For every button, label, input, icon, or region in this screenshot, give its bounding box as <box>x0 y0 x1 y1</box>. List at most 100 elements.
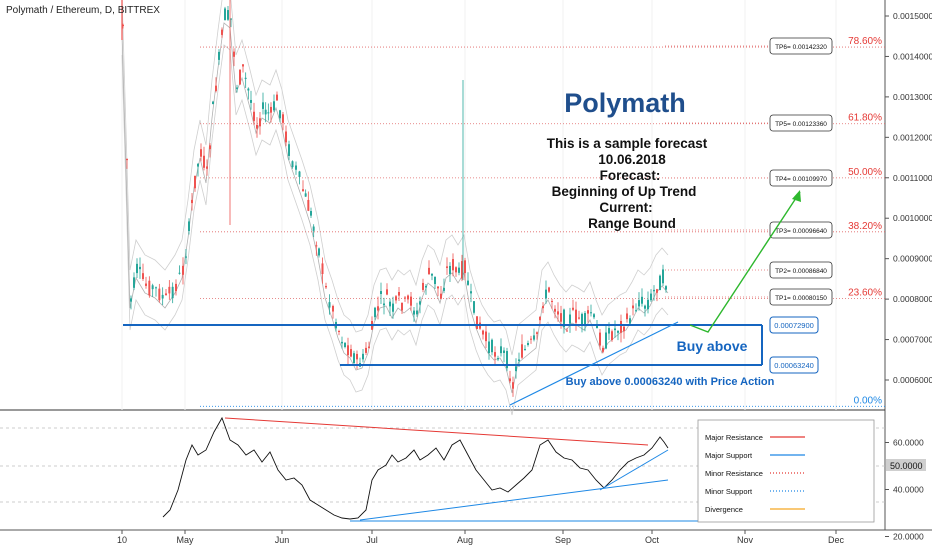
candle-body <box>557 311 559 315</box>
candle-body <box>581 313 583 325</box>
candle-body <box>527 343 529 345</box>
candle-body <box>497 358 499 360</box>
moving-average <box>121 22 669 394</box>
oscillator-tick-label: 60.0000 <box>893 438 924 448</box>
candle-body <box>521 344 523 358</box>
candle-body <box>318 248 320 256</box>
candle-body <box>288 144 290 156</box>
candle-body <box>236 87 238 89</box>
candle-body <box>428 267 430 275</box>
candle-body <box>626 313 628 320</box>
candle-body <box>279 110 281 119</box>
candle-body <box>276 94 278 101</box>
candle-body <box>218 51 220 60</box>
time-tick-label: Nov <box>737 535 754 545</box>
candle-body <box>458 267 460 273</box>
forecast-text: This is a sample forecast 10.06.2018 For… <box>547 136 708 231</box>
candle-body <box>629 318 631 324</box>
fib-level-label: 23.60% <box>848 288 882 299</box>
candle-body <box>434 276 436 285</box>
candle-body <box>524 348 526 350</box>
candle-body <box>332 305 334 312</box>
candle-body <box>407 295 409 300</box>
fib-level-label: 38.20% <box>848 221 882 232</box>
legend-label: Minor Support <box>705 487 753 496</box>
candle-body <box>224 8 226 21</box>
legend-label: Major Support <box>705 451 753 460</box>
candle-body <box>374 307 376 318</box>
candle-body <box>282 114 284 123</box>
candle-body <box>136 263 138 274</box>
candle-body <box>536 332 538 334</box>
candle-body <box>449 265 451 275</box>
candle-body <box>653 289 655 292</box>
candle-body <box>215 85 217 91</box>
candle-body <box>503 350 505 353</box>
candle-body <box>515 366 517 372</box>
fib-level-label: 50.00% <box>848 167 882 178</box>
candle-body <box>509 378 511 382</box>
candle-body <box>530 338 532 340</box>
oscillator-current-marker <box>886 459 926 471</box>
time-tick-label: Jun <box>275 535 290 545</box>
target-box <box>769 221 833 239</box>
candle-body <box>566 330 568 332</box>
candle-body <box>437 286 439 289</box>
candle-body <box>512 382 514 389</box>
candle-body <box>206 166 208 169</box>
candle-body <box>485 331 487 342</box>
candle-body <box>315 245 318 247</box>
oscillator-tick-label: 40.0000 <box>893 485 924 495</box>
candle-body <box>416 310 418 315</box>
candle-body <box>270 106 272 113</box>
candle-body <box>614 328 616 331</box>
fib-level-label: 78.60% <box>848 36 882 47</box>
candle-body <box>191 199 193 204</box>
candle-body <box>200 149 202 157</box>
target-labels: TP6= 0.00142320 TP5= 0.00123360 TP4= 0.001… <box>665 37 833 306</box>
candle-body <box>548 287 550 292</box>
candle-body <box>569 314 571 324</box>
candle-body <box>151 285 154 290</box>
candle-body <box>133 277 135 288</box>
candle-body <box>518 359 520 362</box>
candle-body <box>647 299 649 310</box>
symbol-header: Polymath / Ethereum, D, BITTREX <box>6 5 160 16</box>
candle-body <box>446 266 448 268</box>
candle-body <box>440 293 442 299</box>
candle-body <box>291 161 294 168</box>
candle-body <box>212 101 214 105</box>
candle-body <box>476 316 478 329</box>
candle-body <box>175 283 177 292</box>
candle-body <box>665 286 667 290</box>
candle-body <box>130 298 132 302</box>
target-box <box>769 37 833 55</box>
candle-body <box>545 289 547 299</box>
candle-body <box>353 353 355 363</box>
candle-body <box>148 280 151 296</box>
candle-body <box>203 155 205 168</box>
time-tick-label: Sep <box>555 535 571 545</box>
candle-body <box>262 102 264 109</box>
candle-body <box>419 301 421 305</box>
candle-body <box>182 265 184 275</box>
time-axis-ticks: 10 May Jun Jul Aug Sep Oct Nov Dec <box>117 530 844 545</box>
candle-body <box>341 341 343 344</box>
support-level-box <box>769 356 819 374</box>
time-tick-label: Jul <box>366 535 378 545</box>
oscillator-pane: 60.0000 40.0000 20.0000 <box>0 416 924 542</box>
candle-body <box>596 325 598 329</box>
candle-body <box>178 272 181 274</box>
candle-body <box>227 10 229 20</box>
legend-label: Major Resistance <box>705 433 763 442</box>
lower-band <box>121 44 669 416</box>
candle-body <box>575 309 577 323</box>
candle-body <box>644 305 646 309</box>
oscillator-current-label: 50.0000 <box>890 461 923 471</box>
support-level-label: 0.00072900 <box>774 321 814 330</box>
